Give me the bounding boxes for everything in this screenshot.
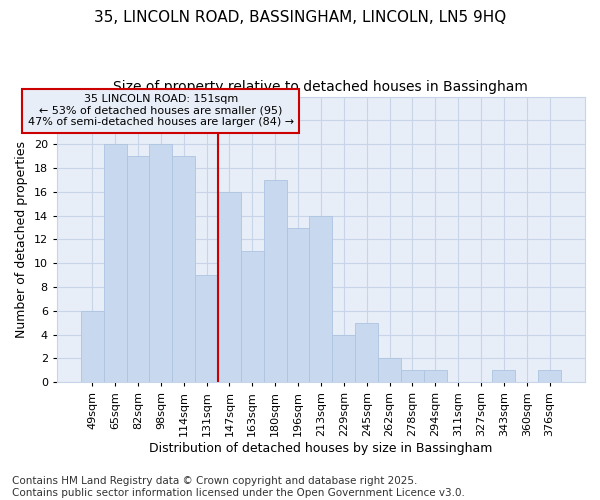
Bar (310, 216, 332, 382)
Bar (287, 228, 310, 382)
Text: Contains HM Land Registry data © Crown copyright and database right 2025.
Contai: Contains HM Land Registry data © Crown c… (12, 476, 465, 498)
Bar (332, 334, 355, 382)
Bar (378, 358, 401, 382)
Bar (218, 192, 241, 382)
Bar (195, 275, 218, 382)
Bar (355, 323, 378, 382)
Bar (172, 156, 195, 382)
Text: 35, LINCOLN ROAD, BASSINGHAM, LINCOLN, LN5 9HQ: 35, LINCOLN ROAD, BASSINGHAM, LINCOLN, L… (94, 10, 506, 25)
Bar (493, 370, 515, 382)
Y-axis label: Number of detached properties: Number of detached properties (15, 141, 28, 338)
Bar (538, 370, 561, 382)
Title: Size of property relative to detached houses in Bassingham: Size of property relative to detached ho… (113, 80, 529, 94)
Bar (149, 144, 172, 382)
Bar (424, 370, 446, 382)
Bar (127, 156, 149, 382)
Text: 35 LINCOLN ROAD: 151sqm
← 53% of detached houses are smaller (95)
47% of semi-de: 35 LINCOLN ROAD: 151sqm ← 53% of detache… (28, 94, 294, 128)
Bar (264, 180, 287, 382)
Bar (81, 311, 104, 382)
Bar (241, 252, 264, 382)
X-axis label: Distribution of detached houses by size in Bassingham: Distribution of detached houses by size … (149, 442, 493, 455)
Bar (401, 370, 424, 382)
Bar (104, 144, 127, 382)
